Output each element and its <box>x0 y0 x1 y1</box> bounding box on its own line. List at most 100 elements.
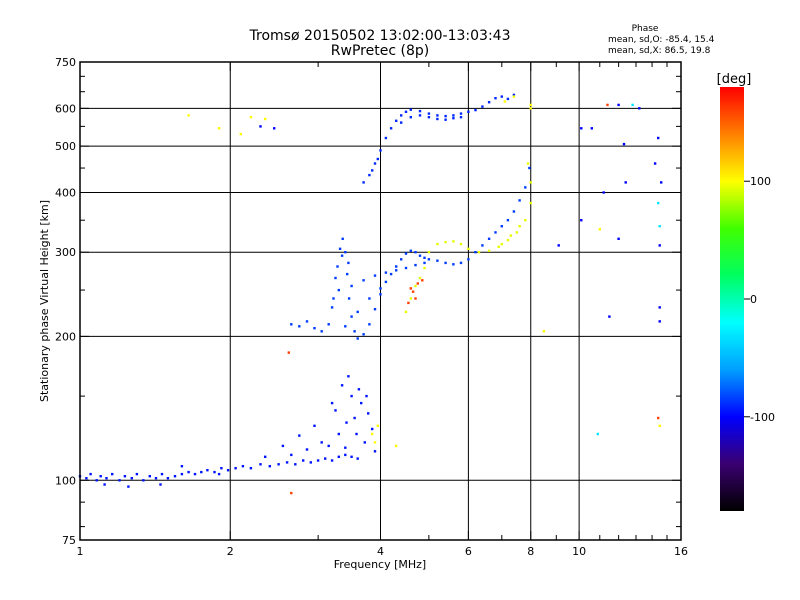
data-point <box>241 465 245 468</box>
data-point <box>409 108 412 111</box>
axes-ticks-layer: 1 2 4 6 8 10 16 75 100 200 300 400 500 600 750 <box>55 56 688 558</box>
data-point <box>350 284 353 288</box>
data-point <box>273 127 276 130</box>
data-point <box>423 261 426 265</box>
data-point <box>658 306 661 309</box>
data-point <box>379 287 382 290</box>
data-point <box>316 459 320 462</box>
data-point <box>384 280 388 284</box>
data-point <box>337 455 340 458</box>
data-point <box>130 477 133 480</box>
data-point <box>305 320 309 323</box>
data-point <box>427 112 431 115</box>
x-tick-label: 6 <box>465 545 472 558</box>
data-point <box>404 252 408 255</box>
data-point <box>423 256 426 259</box>
data-point <box>542 330 546 333</box>
data-point <box>264 455 267 458</box>
data-point <box>330 306 334 309</box>
data-point <box>638 107 641 110</box>
data-point <box>294 463 297 466</box>
data-point <box>384 136 388 140</box>
data-point <box>606 103 609 107</box>
data-point <box>85 477 88 480</box>
data-point <box>327 323 330 326</box>
data-point <box>166 477 170 480</box>
data-point <box>459 242 463 246</box>
data-point <box>127 485 130 488</box>
data-point <box>500 95 503 98</box>
data-point <box>337 432 340 436</box>
y-tick-label: 200 <box>55 330 76 343</box>
data-point <box>367 412 370 415</box>
data-point <box>524 219 527 222</box>
data-point <box>340 254 344 257</box>
data-point <box>436 117 439 121</box>
data-point <box>515 231 518 234</box>
data-point <box>327 444 330 448</box>
colorbar <box>720 87 744 511</box>
data-point <box>324 457 327 460</box>
data-point <box>444 118 447 121</box>
data-point <box>365 394 368 398</box>
colorbar-label: [deg] <box>717 72 752 87</box>
data-point <box>658 320 661 323</box>
data-point <box>617 237 620 240</box>
data-point <box>529 201 532 205</box>
colorbar-tick-label: -100 <box>750 411 775 424</box>
x-tick-label: 16 <box>674 545 688 558</box>
data-point <box>452 114 455 117</box>
data-point <box>350 394 353 398</box>
data-point <box>529 103 532 107</box>
data-point <box>259 463 262 466</box>
data-point <box>217 127 221 130</box>
data-point <box>404 266 408 270</box>
data-point <box>459 112 463 115</box>
data-point <box>500 225 503 228</box>
data-point <box>123 475 127 478</box>
data-point <box>160 472 164 476</box>
data-point <box>347 375 350 378</box>
data-point <box>660 181 663 184</box>
data-point <box>400 258 403 261</box>
data-point <box>180 472 184 476</box>
data-point <box>631 103 634 107</box>
data-point <box>356 310 359 314</box>
data-point <box>193 472 197 476</box>
data-point <box>373 308 377 311</box>
data-point <box>617 103 620 107</box>
data-point <box>206 469 209 472</box>
data-point <box>298 325 301 328</box>
data-point <box>353 330 356 333</box>
data-point <box>436 114 439 117</box>
data-point <box>528 166 531 170</box>
data-point <box>487 237 491 240</box>
data-point <box>320 441 323 444</box>
data-point <box>305 448 309 451</box>
data-point <box>409 249 412 252</box>
data-point <box>414 263 417 267</box>
data-point <box>281 444 285 448</box>
data-point <box>345 421 348 424</box>
colorbar-ticks: 100 0 -100 <box>744 175 775 424</box>
data-point <box>379 293 382 296</box>
plot-gridlines <box>80 62 681 540</box>
data-point <box>602 191 605 194</box>
data-point <box>89 472 92 476</box>
phase-stats-o: mean, sd,O: -85.4, 15.4 <box>608 35 715 45</box>
data-point <box>384 271 388 274</box>
data-point <box>290 491 293 495</box>
data-point <box>362 279 365 282</box>
data-point <box>373 162 377 165</box>
data-point <box>298 434 301 437</box>
data-point <box>373 274 377 277</box>
data-point <box>362 181 365 184</box>
data-point <box>418 276 422 280</box>
data-point <box>334 276 337 280</box>
y-tick-label: 300 <box>55 246 76 259</box>
data-point <box>474 251 477 254</box>
data-point <box>481 244 484 247</box>
data-point <box>355 432 358 436</box>
data-point <box>337 288 340 292</box>
